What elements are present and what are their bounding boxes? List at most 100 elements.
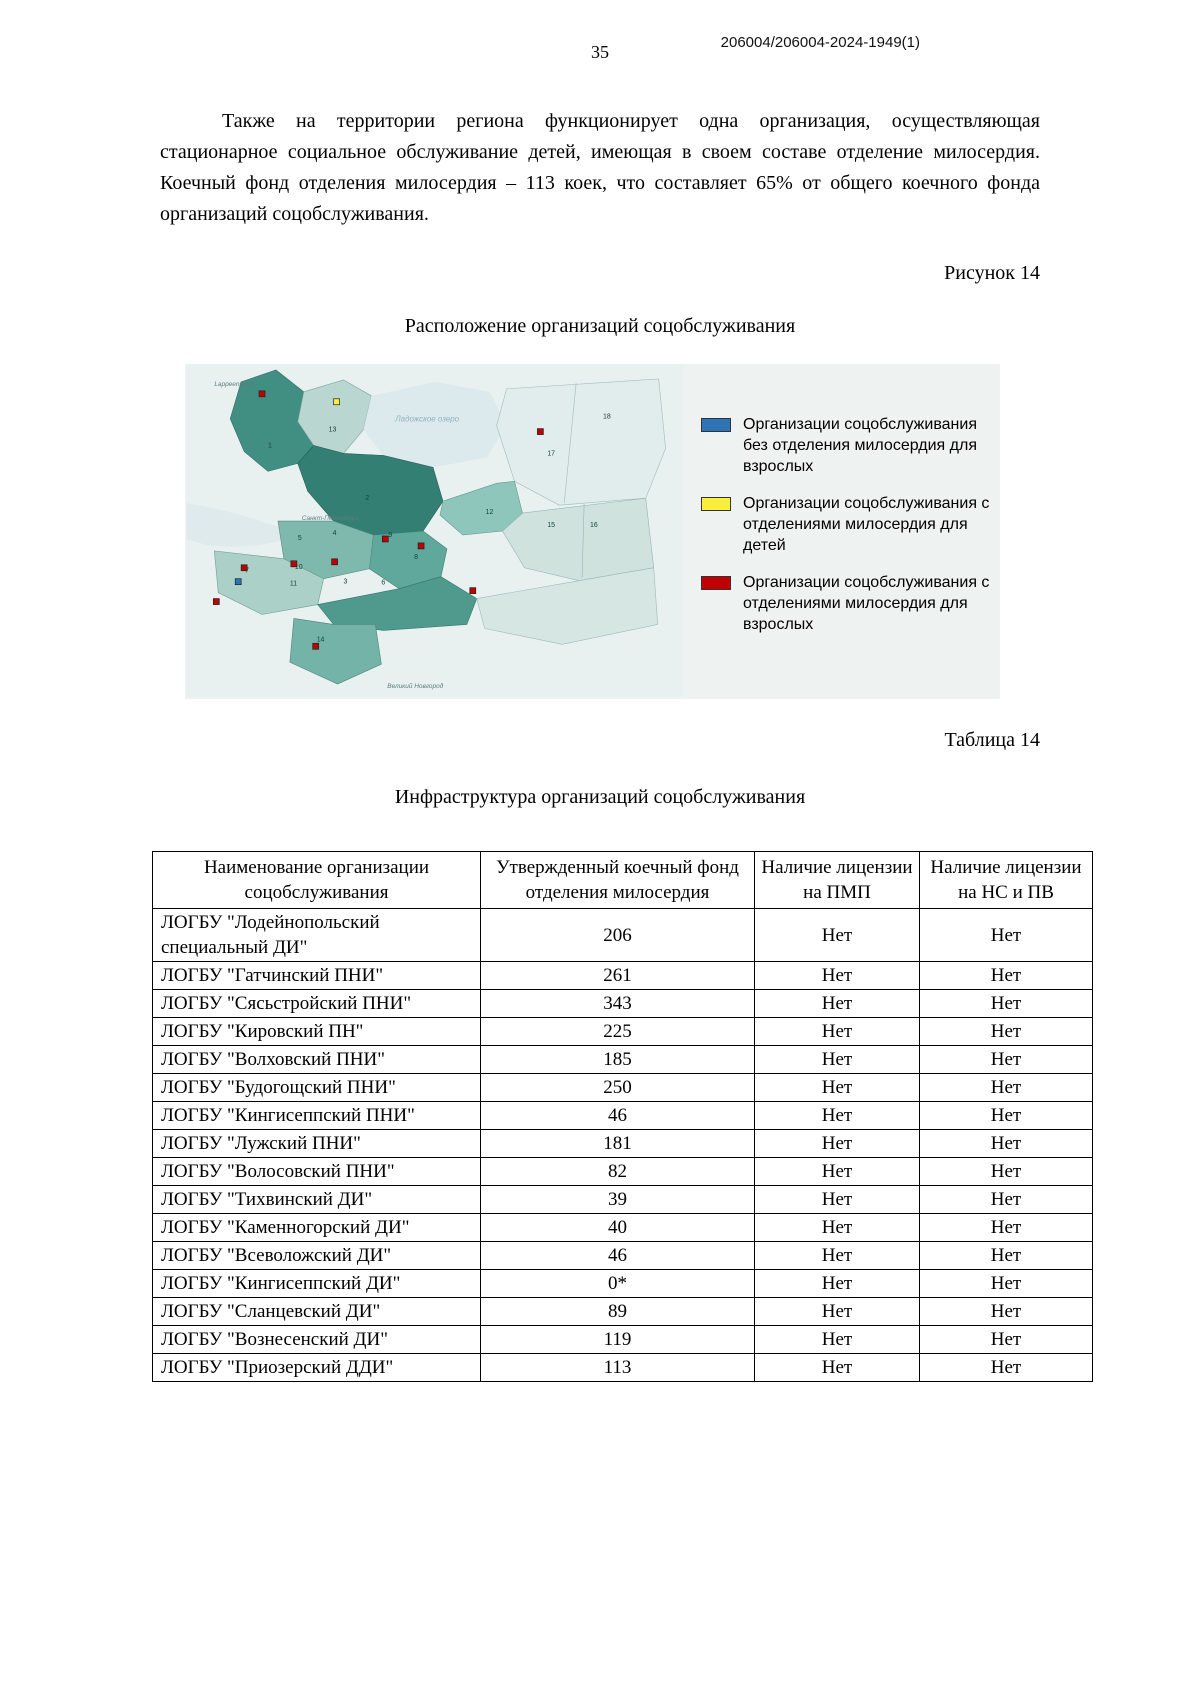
map-figure: Lappeenranta Ладожское озеро Санкт-Петербу… [185,364,1000,699]
district-number: 11 [290,581,297,588]
value-cell: 206 [480,908,755,962]
table-row: ЛОГБУ "Будогощский ПНИ" 250 Нет Нет [152,1073,1093,1102]
value-cell: 250 [480,1073,755,1102]
district-number: 3 [344,579,348,586]
value-cell: 82 [480,1157,755,1186]
map-marker [258,390,266,398]
table-row: ЛОГБУ "Волосовский ПНИ" 82 Нет Нет [152,1157,1093,1186]
value-cell: Нет [919,1045,1093,1074]
infrastructure-table: Наименование организации соцобслуживания… [152,851,1093,1382]
map-marker [312,642,320,650]
infrastructure-table-body: ЛОГБУ "Лодейнопольский специальный ДИ" 20… [152,908,1093,1382]
figure-label: Рисунок 14 [944,262,1040,284]
col-header-license-ns-pv: Наличие лицензии на НС и ПВ [919,851,1093,909]
value-cell: Нет [919,1325,1093,1354]
legend-label: Организации соцобслуживания с отделениям… [743,574,990,633]
district-number: 9 [388,532,392,539]
gulf-of-finland-water [186,503,298,547]
organization-name-cell: ЛОГБУ "Сясьстройский ПНИ" [152,989,481,1018]
table-row: ЛОГБУ "Вознесенский ДИ" 119 Нет Нет [152,1325,1093,1354]
district-border [581,504,585,578]
district-border [563,382,577,504]
organization-name-cell: ЛОГБУ "Сланцевский ДИ" [152,1297,481,1326]
legend-swatch [701,418,731,432]
legend-item: Организации соцобслуживания с отделениям… [701,493,992,556]
value-cell: 39 [480,1185,755,1214]
value-cell: Нет [754,961,920,990]
district-number: 16 [590,522,598,529]
page-number: 35 [591,42,609,62]
district-number: 17 [547,450,555,457]
organization-name-cell: ЛОГБУ "Волховский ПНИ" [152,1045,481,1074]
value-cell: Нет [919,1213,1093,1242]
value-cell: 40 [480,1213,755,1242]
map-marker [290,560,298,568]
value-cell: 185 [480,1045,755,1074]
district-number: 8 [414,554,418,561]
body-paragraph: Также на территории региона функционируе… [160,110,1040,225]
value-cell: Нет [754,1073,920,1102]
value-cell: 113 [480,1353,755,1382]
legend-swatch [701,576,731,590]
district-number: 13 [329,427,337,434]
district-shape [496,378,666,506]
map-marker [234,578,242,586]
page-content: Также на территории региона функционируе… [0,106,1200,1382]
organization-name-cell: ЛОГБУ "Гатчинский ПНИ" [152,961,481,990]
value-cell: Нет [919,1353,1093,1382]
value-cell: Нет [754,1353,920,1382]
table-header-row: Наименование организации соцобслуживания… [152,851,1093,909]
value-cell: Нет [919,989,1093,1018]
district-number: 4 [333,530,337,537]
value-cell: Нет [919,1297,1093,1326]
value-cell: Нет [919,1185,1093,1214]
organization-name-cell: ЛОГБУ "Лодейнопольский специальный ДИ" [152,908,481,962]
col-header-license-pmp: Наличие лицензии на ПМП [754,851,920,909]
value-cell: 46 [480,1101,755,1130]
map-label: Ладожское озеро [394,415,459,424]
value-cell: Нет [919,1129,1093,1158]
map-label: Lappeenranta [214,381,254,388]
col-header-organization: Наименование организации соцобслуживания [152,851,481,909]
district-number: 14 [317,636,325,643]
value-cell: Нет [754,1101,920,1130]
organization-name-cell: ЛОГБУ "Тихвинский ДИ" [152,1185,481,1214]
district-number: 7 [245,568,249,575]
district-number: 5 [298,535,302,542]
table-row: ЛОГБУ "Тихвинский ДИ" 39 Нет Нет [152,1185,1093,1214]
table-label: Таблица 14 [944,729,1040,751]
value-cell: Нет [754,1325,920,1354]
value-cell: Нет [754,989,920,1018]
legend-label: Организации соцобслуживания без отделени… [743,416,977,475]
table-row: ЛОГБУ "Волховский ПНИ" 185 Нет Нет [152,1045,1093,1074]
value-cell: 181 [480,1129,755,1158]
district-shape [297,379,372,454]
value-cell: Нет [754,1157,920,1186]
table-row: ЛОГБУ "Каменногорский ДИ" 40 Нет Нет [152,1213,1093,1242]
district-number: 2 [365,495,369,502]
table-row: ЛОГБУ "Сланцевский ДИ" 89 Нет Нет [152,1297,1093,1326]
map-legend: Организации соцобслуживания без отделени… [685,364,1000,699]
value-cell: Нет [754,1185,920,1214]
table-row: ЛОГБУ "Кировский ПН" 225 Нет Нет [152,1017,1093,1046]
lake-ladoga-water [363,381,507,468]
district-number: 12 [486,509,494,516]
value-cell: 0* [480,1269,755,1298]
organization-name-cell: ЛОГБУ "Каменногорский ДИ" [152,1213,481,1242]
value-cell: Нет [919,908,1093,962]
value-cell: 225 [480,1017,755,1046]
value-cell: Нет [754,1297,920,1326]
district-number: 10 [295,564,303,571]
district-number: 1 [268,442,272,449]
value-cell: 89 [480,1297,755,1326]
value-cell: Нет [754,1129,920,1158]
region-map-svg: Lappeenranta Ладожское озеро Санкт-Петербу… [186,364,684,697]
map-marker [240,564,248,572]
region-map: Lappeenranta Ладожское озеро Санкт-Петербу… [185,364,685,697]
map-marker [381,535,389,543]
table-row: ЛОГБУ "Приозерский ДДИ" 113 Нет Нет [152,1353,1093,1382]
table-row: ЛОГБУ "Кингисеппский ДИ" 0* Нет Нет [152,1269,1093,1298]
value-cell: Нет [754,1045,920,1074]
organization-name-cell: ЛОГБУ "Лужский ПНИ" [152,1129,481,1158]
organization-name-cell: ЛОГБУ "Кировский ПН" [152,1017,481,1046]
